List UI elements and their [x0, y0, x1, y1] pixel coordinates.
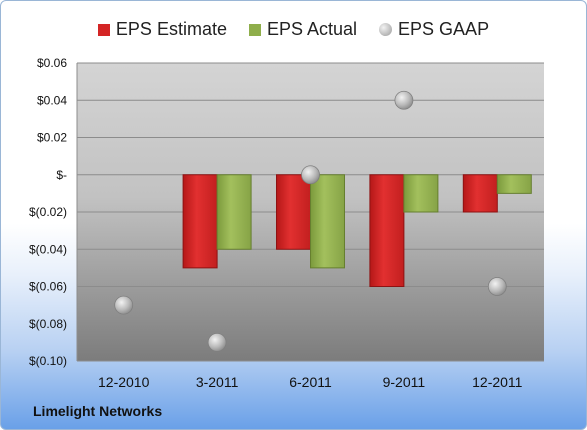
- bars: [182, 174, 532, 287]
- point-eps-gaap: [207, 332, 227, 352]
- y-tick-label: $(0.06): [29, 280, 67, 294]
- bar-eps-actual: [216, 174, 252, 250]
- legend-item-actual: EPS Actual: [248, 19, 358, 40]
- legend-swatch-gaap: [379, 23, 393, 36]
- y-tick-label: $0.06: [37, 56, 67, 70]
- bar-eps-estimate: [369, 174, 405, 287]
- x-tick-label: 12-2010: [98, 374, 150, 390]
- y-tick-label: $(0.04): [29, 242, 67, 256]
- bar-eps-actual: [403, 174, 439, 213]
- legend: EPS Estimate EPS Actual EPS GAAP: [1, 19, 586, 40]
- y-tick-label: $(0.08): [29, 317, 67, 331]
- y-tick-label: $(0.02): [29, 205, 67, 219]
- x-tick-label: 6-2011: [289, 374, 332, 390]
- bar-eps-estimate: [182, 174, 218, 269]
- company-name: Limelight Networks: [33, 403, 163, 419]
- y-tick-label: $0.04: [37, 93, 67, 107]
- x-tick-label: 9-2011: [383, 374, 426, 390]
- bar-eps-actual: [310, 174, 345, 269]
- point-eps-gaap: [114, 295, 134, 315]
- y-tick-label: $0.02: [37, 131, 67, 145]
- legend-item-gaap: EPS GAAP: [379, 19, 489, 40]
- point-eps-gaap: [394, 90, 414, 110]
- y-tick-label: $(0.10): [29, 354, 67, 368]
- bar-eps-estimate: [276, 174, 311, 250]
- legend-label-actual: EPS Actual: [266, 19, 358, 39]
- legend-label-estimate: EPS Estimate: [115, 19, 227, 39]
- x-tick-label: 12-2011: [472, 374, 523, 390]
- gaap-points: [114, 90, 507, 352]
- bar-eps-estimate: [462, 174, 498, 213]
- legend-swatch-estimate: [97, 23, 110, 36]
- y-axis-ticks: $0.06 $0.04 $0.02 $- $(0.02) $(0.04) $(0.06) $(…: [29, 56, 67, 368]
- bar-eps-actual: [496, 174, 532, 194]
- y-tick-label: $-: [56, 168, 67, 182]
- x-axis-ticks: 12-2010 3-2011 6-2011 9-2011 12-2011: [98, 374, 523, 390]
- point-eps-gaap: [301, 165, 320, 185]
- point-eps-gaap: [487, 277, 507, 296]
- legend-label-gaap: EPS GAAP: [398, 19, 490, 39]
- x-tick-label: 3-2011: [196, 374, 239, 390]
- legend-swatch-actual: [248, 23, 261, 36]
- legend-item-estimate: EPS Estimate: [97, 19, 227, 40]
